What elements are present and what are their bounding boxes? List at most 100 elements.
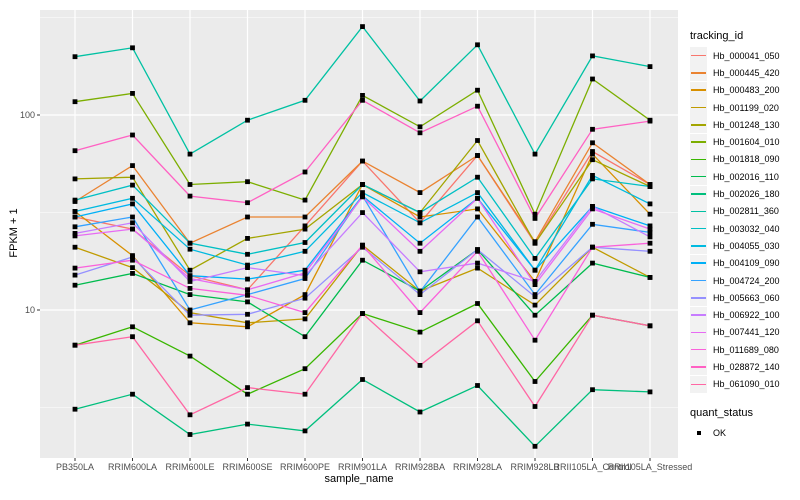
data-point — [187, 286, 193, 291]
data-point — [360, 377, 365, 382]
black-square-point-icon — [696, 430, 701, 435]
legend-key-swatch — [690, 150, 707, 168]
data-point — [302, 276, 308, 281]
legend-item-label: Hb_004724_200 — [713, 275, 780, 286]
data-point — [417, 210, 423, 215]
legend-title-tracking-id: tracking_id — [690, 30, 744, 42]
data-point — [187, 292, 193, 297]
legend-item-Hb_000445_420: Hb_000445_420 — [690, 64, 780, 82]
legend-key-line — [691, 314, 706, 316]
legend-item-Hb_002811_360: Hb_002811_360 — [690, 202, 780, 220]
x-tick-label-RRII105LA_Stressed: RRII105LA_Stressed — [608, 462, 693, 472]
x-tick-label-RRIM600PE: RRIM600PE — [280, 462, 330, 472]
data-point — [302, 214, 308, 220]
y-tick-label: 10 — [25, 305, 35, 315]
data-point — [360, 242, 365, 248]
data-point — [532, 443, 538, 449]
data-point — [302, 334, 308, 340]
data-point — [475, 206, 480, 212]
data-point — [245, 385, 250, 390]
x-axis-title: sample_name — [324, 473, 394, 485]
data-point — [647, 323, 653, 329]
legend-key-line — [691, 331, 706, 334]
data-point — [590, 206, 595, 212]
legend-item-label: Hb_005663_060 — [713, 292, 780, 303]
data-point — [130, 324, 135, 330]
data-point — [72, 214, 78, 220]
data-point — [187, 353, 193, 359]
data-point — [590, 151, 595, 157]
plot-panel — [40, 10, 678, 458]
data-point — [360, 93, 365, 98]
legend-key-swatch — [690, 358, 707, 376]
data-point — [245, 214, 250, 220]
data-point — [302, 197, 308, 203]
legend-item-Hb_003032_040: Hb_003032_040 — [690, 220, 780, 238]
legend-item-Hb_001818_090: Hb_001818_090 — [690, 150, 780, 168]
legend-key-line — [691, 383, 706, 386]
legend-key-line — [691, 124, 706, 126]
data-point — [360, 210, 365, 215]
x-tick-label-RRIM600SE: RRIM600SE — [222, 462, 272, 472]
legend-item-Hb_028872_140: Hb_028872_140 — [690, 358, 780, 376]
data-point — [187, 246, 193, 252]
data-point — [475, 195, 480, 201]
data-point — [417, 292, 423, 297]
data-point — [187, 182, 193, 187]
data-point — [187, 267, 193, 273]
data-point — [302, 169, 308, 175]
legend-key-line — [691, 106, 706, 109]
legend-key-line — [691, 193, 706, 195]
data-point — [130, 254, 135, 260]
data-point — [417, 248, 423, 254]
data-point — [245, 287, 250, 293]
legend-key-line — [691, 297, 706, 299]
data-point — [532, 282, 538, 287]
data-point — [130, 182, 135, 188]
legend-key-line — [691, 72, 706, 74]
data-point — [417, 240, 423, 246]
legend-key-line — [691, 279, 706, 282]
data-point — [590, 244, 595, 250]
data-point — [590, 157, 595, 163]
data-point — [130, 201, 135, 207]
data-point — [302, 428, 308, 434]
legend-title-quant-status: quant_status — [690, 407, 753, 419]
data-point — [475, 103, 480, 109]
legend-item-label: Hb_061090_010 — [713, 379, 780, 390]
data-point — [187, 412, 193, 418]
x-tick-label-RRIM928LA: RRIM928LA — [453, 462, 502, 472]
data-point — [187, 312, 193, 318]
data-point — [187, 240, 193, 246]
legend-key-swatch — [690, 202, 707, 220]
quant-status-key — [690, 424, 707, 441]
data-point — [130, 163, 135, 168]
data-point — [647, 248, 653, 254]
legend-item-Hb_001199_020: Hb_001199_020 — [690, 99, 780, 117]
data-point — [72, 342, 78, 348]
quant-status-label: OK — [713, 427, 727, 438]
legend-item-label: Hb_028872_140 — [713, 361, 780, 372]
data-point — [130, 334, 135, 340]
legend-item-label: Hb_006922_100 — [713, 310, 780, 321]
data-point — [647, 118, 653, 124]
data-point — [245, 292, 250, 298]
data-point — [130, 226, 135, 232]
data-point — [302, 366, 308, 372]
legend-key-line — [691, 54, 706, 57]
legend-item-Hb_004109_090: Hb_004109_090 — [690, 254, 780, 272]
data-point — [72, 282, 78, 288]
legend-item-Hb_005663_060: Hb_005663_060 — [690, 289, 780, 307]
legend-key-line — [691, 210, 706, 213]
data-point — [532, 337, 538, 343]
legend-key-line — [691, 348, 706, 351]
data-point — [302, 248, 308, 254]
data-point — [360, 311, 365, 316]
data-point — [417, 269, 423, 275]
data-point — [475, 248, 480, 254]
data-point — [360, 24, 365, 29]
data-point — [475, 190, 480, 195]
data-point — [245, 251, 250, 257]
data-point — [302, 267, 308, 273]
legend-item-Hb_002016_110: Hb_002016_110 — [690, 168, 780, 186]
